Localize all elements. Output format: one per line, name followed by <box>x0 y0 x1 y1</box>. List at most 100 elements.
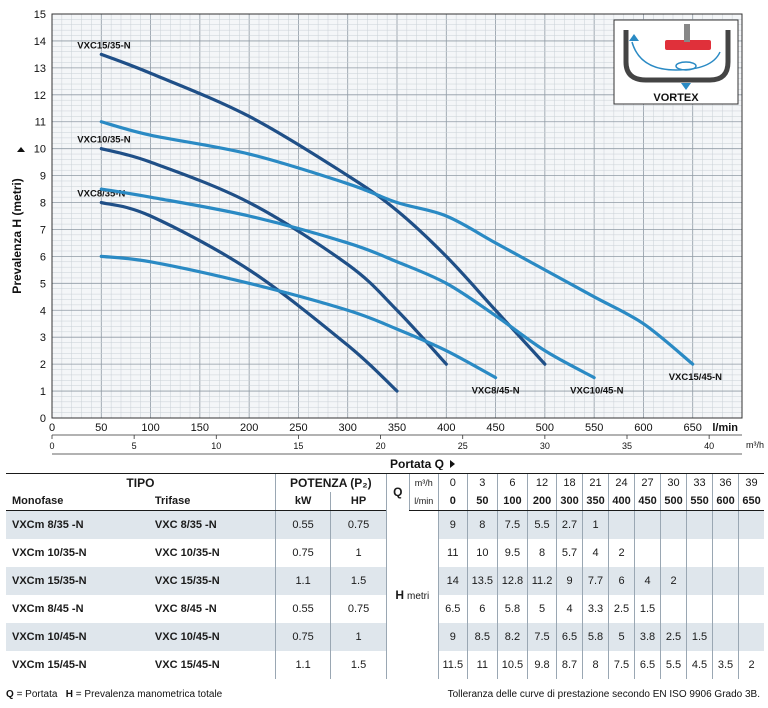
head-value: 2.5 <box>608 595 635 623</box>
x-tick-label: 500 <box>536 422 554 434</box>
x-unit-label: l/min <box>712 422 738 434</box>
series-curve <box>99 187 596 380</box>
head-value: 10 <box>466 539 498 567</box>
model-trifase: VXC 8/45 -N <box>154 603 217 615</box>
head-value: 4 <box>634 567 661 595</box>
head-value: 7.5 <box>608 651 635 679</box>
x2-tick-label: 20 <box>376 441 386 451</box>
head-value: 4 <box>556 595 583 623</box>
flow-arrow-icon <box>631 41 721 71</box>
head-value: 11 <box>437 539 468 567</box>
head-value <box>712 510 739 539</box>
head-value: 10.5 <box>496 651 528 679</box>
model-trifase: VXC 10/45-N <box>148 623 276 651</box>
model-trifase: VXC 15/35-N <box>148 567 276 595</box>
y-tick-label: 14 <box>34 36 46 48</box>
q-unit-lmin: l/min <box>408 492 439 511</box>
table-subheader-row: Monofase Trifase kW HP l/min 0 50 100 20… <box>6 492 764 511</box>
table-row: VXCm 15/35-N VXC 15/35-N 1.1 1.5 14 13.5 12.8 1… <box>6 567 764 595</box>
y-tick-label: 6 <box>40 251 46 263</box>
head-value <box>686 539 713 567</box>
power-kw: 0.75 <box>274 623 331 651</box>
pump-casing-icon <box>623 30 731 83</box>
q-m3h-10: 36 <box>712 473 739 492</box>
series-label: VXC10/45-N <box>570 386 623 397</box>
y-tick-label: 7 <box>40 224 46 236</box>
plot-frame <box>51 13 743 419</box>
head-value: 11 <box>466 651 498 679</box>
q-lmin-4: 300 <box>556 492 583 511</box>
table-header-row: TIPO POTENZA (P₂) Q m³/h 0 3 6 12 18 21 … <box>6 473 764 511</box>
y-tick-label: 12 <box>34 90 46 102</box>
y-tick-label: 2 <box>40 359 46 371</box>
head-value: 2 <box>738 651 764 679</box>
x-axis-arrow-icon <box>450 460 455 468</box>
y-tick-label: 1 <box>40 386 46 398</box>
head-value <box>686 567 713 595</box>
table-row: VXCm 8/45 -N VXC 8/45 -N 0.55 0.75 6.5 6 5.8 5 4… <box>6 595 764 623</box>
head-value <box>738 510 764 539</box>
head-value <box>686 595 713 623</box>
power-hp: 1 <box>330 623 387 651</box>
series-curve <box>99 120 695 366</box>
head-value <box>738 623 764 651</box>
model-monofase: VXCm 10/45-N <box>6 623 149 651</box>
table-row: VXCm 15/45-N VXC 15/45-N 1.1 1.5 11.5 11 10.5 9… <box>6 651 764 679</box>
model-trifase: VXC 15/45-N <box>154 659 220 671</box>
x2-tick-label: 25 <box>458 441 468 451</box>
y-tick-label: 3 <box>40 332 46 344</box>
head-value: 6.5 <box>556 623 583 651</box>
x2-tick-label: 30 <box>540 441 550 451</box>
q-lmin-6: 400 <box>608 492 635 511</box>
q-m3h-7: 27 <box>634 473 661 492</box>
series-label: VXC15/35-N <box>77 40 130 51</box>
tipo-header: TIPO <box>6 473 276 492</box>
monofase-header: Monofase <box>6 492 149 511</box>
q-lmin-11: 650 <box>738 492 764 511</box>
power-kw: 1.1 <box>274 567 331 595</box>
head-value: 8 <box>466 510 498 539</box>
head-value: 6.5 <box>634 651 661 679</box>
q-lmin-8: 500 <box>660 492 687 511</box>
head-value: 2.7 <box>556 510 583 539</box>
head-value: 8 <box>582 651 609 679</box>
vortex-inset: VORTEX <box>613 19 739 105</box>
legend-q: Q <box>6 689 14 700</box>
head-value: 5 <box>527 595 557 623</box>
model-monofase: VXCm 8/35 -N <box>6 510 149 539</box>
q-m3h-8: 30 <box>660 473 687 492</box>
series-curve <box>99 200 399 393</box>
head-value: 6 <box>466 595 498 623</box>
legend-h-text: = Prevalenza manometrica totale <box>75 689 223 700</box>
head-value: 3.3 <box>582 595 609 623</box>
head-value: 7.5 <box>527 623 557 651</box>
head-value <box>738 595 764 623</box>
head-value: 9.8 <box>527 651 557 679</box>
head-value: 2.5 <box>660 623 687 651</box>
y-tick-label: 15 <box>34 9 46 21</box>
head-value: 5.7 <box>556 539 583 567</box>
head-value <box>738 567 764 595</box>
q-m3h-1: 3 <box>466 473 498 492</box>
x-tick-label: 50 <box>95 422 107 434</box>
legend-q-text: = Portata <box>16 689 58 700</box>
q-m3h-4: 18 <box>556 473 583 492</box>
y-axis-arrow-icon <box>17 147 25 152</box>
head-value: 1.5 <box>686 623 713 651</box>
legend-note: Q = Portata H = Prevalenza manometrica t… <box>6 689 222 700</box>
head-value: 2 <box>608 539 635 567</box>
head-value <box>738 539 764 567</box>
q-lmin-5: 350 <box>582 492 609 511</box>
x2-tick-label: 40 <box>704 441 714 451</box>
series-label: VXC8/45-N <box>472 386 520 397</box>
head-value: 11.2 <box>527 567 557 595</box>
x-tick-label: 550 <box>585 422 603 434</box>
head-value: 5.8 <box>582 623 609 651</box>
head-value <box>660 539 687 567</box>
x2-unit-label: m³/h <box>746 440 764 450</box>
y-axis-title: Prevalenza H (metri) <box>10 178 24 293</box>
table-row: VXCm 10/35-N VXC 10/35-N 0.75 1 11 10 9.5 8 5.7 4… <box>6 539 764 567</box>
head-value: 4 <box>582 539 609 567</box>
head-value: 12.8 <box>496 567 528 595</box>
